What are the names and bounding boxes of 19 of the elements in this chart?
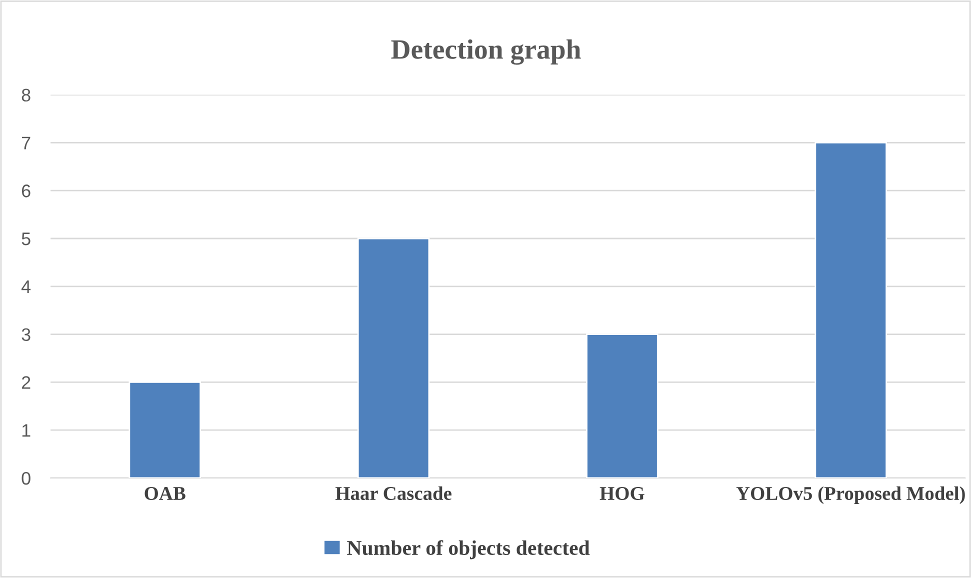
x-tick-label: HOG [600,486,644,500]
chart-title: Detection graph [391,39,581,65]
y-tick-label: 4 [21,280,31,293]
bar [586,334,658,478]
x-tick-label: OAB [144,486,186,500]
bar [357,238,430,478]
x-tick-label: Haar Cascade [335,486,452,500]
bar [128,382,202,478]
legend-label: Number of objects detected [347,540,590,560]
bar [814,142,887,478]
y-tick-label: 8 [22,88,30,102]
x-tick-label: YOLOv5 (Proposed Model) [736,486,965,504]
y-tick-label: 6 [22,184,30,198]
y-tick-label: 7 [22,136,30,150]
y-tick-label: 5 [22,232,30,246]
y-tick-label: 1 [22,424,30,437]
y-tick-label: 0 [22,472,30,485]
y-tick-label: 2 [22,376,30,389]
y-tick-label: 3 [22,328,30,342]
